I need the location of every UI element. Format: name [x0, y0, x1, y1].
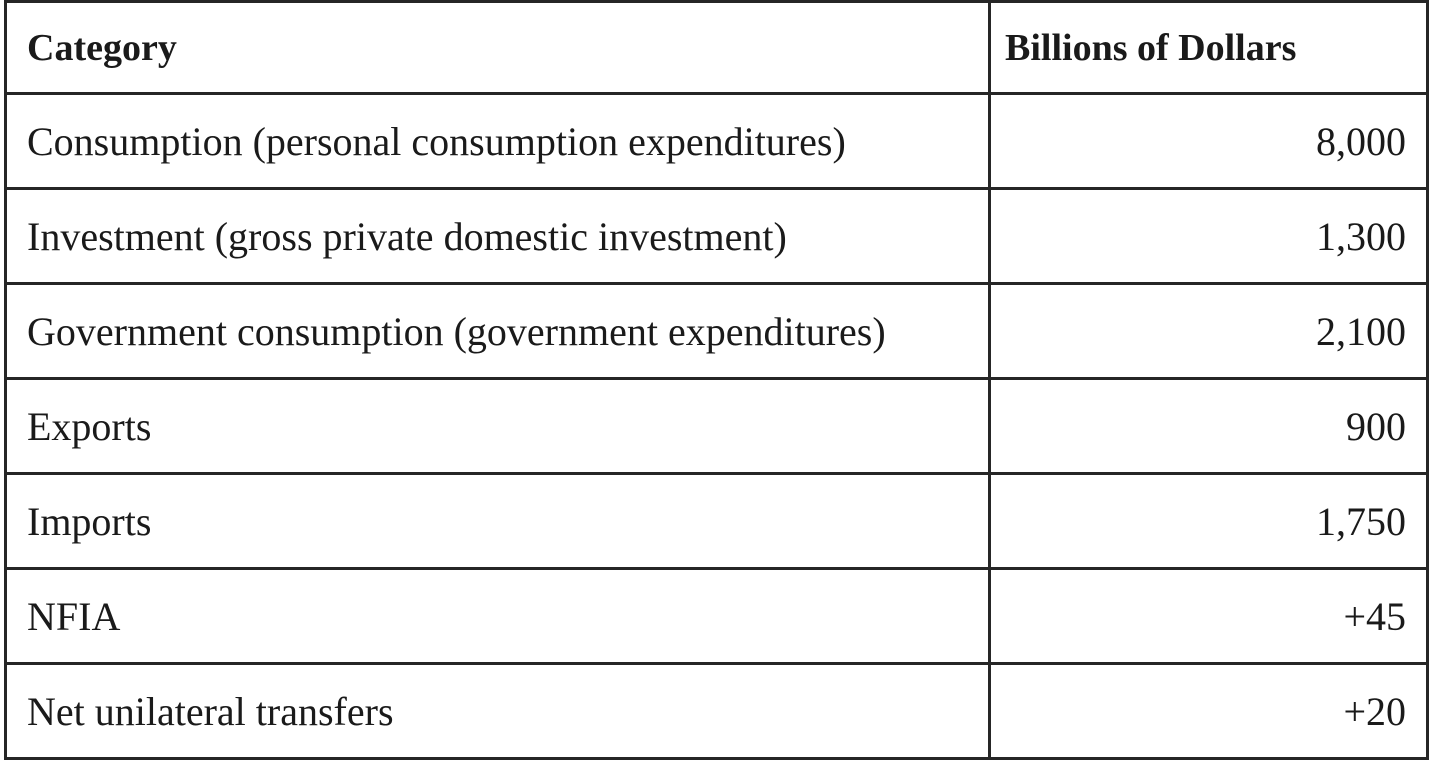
value-cell: 900 — [988, 377, 1429, 475]
category-cell: Net unilateral transfers — [4, 662, 991, 760]
value-cell: 2,100 — [988, 282, 1429, 380]
category-cell: Consumption (personal consumption expend… — [4, 92, 991, 190]
category-cell: Exports — [4, 377, 991, 475]
value-cell: +45 — [988, 567, 1429, 665]
category-cell: NFIA — [4, 567, 991, 665]
table-row: Investment (gross private domestic inves… — [4, 187, 1429, 285]
category-cell: Investment (gross private domestic inves… — [4, 187, 991, 285]
data-table: Category Billions of Dollars Consumption… — [4, 0, 1429, 760]
table-row: Net unilateral transfers +20 — [4, 662, 1429, 760]
table-row: Government consumption (government expen… — [4, 282, 1429, 380]
header-cell: Category — [4, 0, 991, 95]
value-cell: 8,000 — [988, 92, 1429, 190]
value-cell: +20 — [988, 662, 1429, 760]
table-row: Exports 900 — [4, 377, 1429, 475]
category-cell: Imports — [4, 472, 991, 570]
header-row: Category Billions of Dollars — [4, 0, 1429, 95]
table-row: NFIA +45 — [4, 567, 1429, 665]
value-cell: 1,300 — [988, 187, 1429, 285]
table-row: Consumption (personal consumption expend… — [4, 92, 1429, 190]
header-cell: Billions of Dollars — [988, 0, 1429, 95]
table-row: Imports 1,750 — [4, 472, 1429, 570]
category-cell: Government consumption (government expen… — [4, 282, 991, 380]
value-cell: 1,750 — [988, 472, 1429, 570]
table-body: Consumption (personal consumption expend… — [4, 92, 1429, 760]
table-header: Category Billions of Dollars — [4, 0, 1429, 95]
